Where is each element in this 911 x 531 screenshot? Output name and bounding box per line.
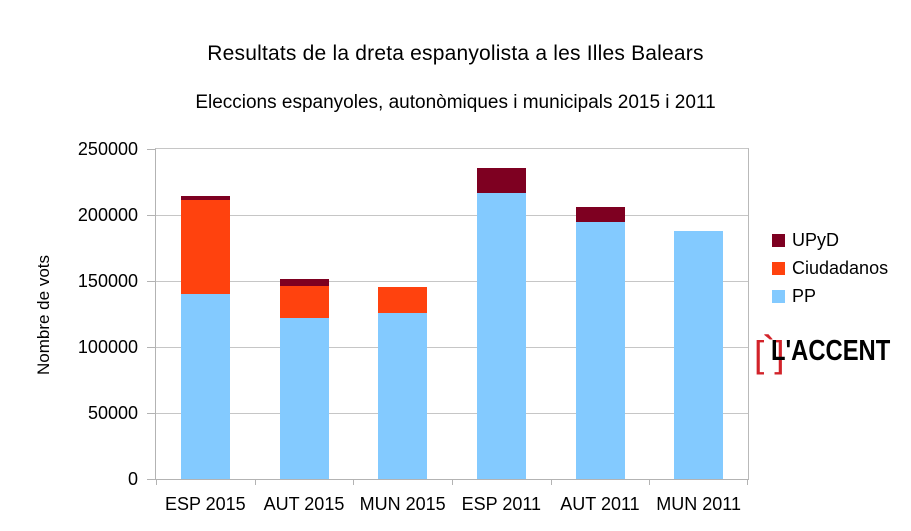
x-category-label: AUT 2015 [263, 494, 345, 514]
segment-upyd-esp-2011 [476, 168, 526, 193]
segment-ciudadanos-mun-2015 [378, 287, 428, 313]
bar-esp-2015 [180, 196, 230, 479]
y-tick-200000 [147, 215, 156, 216]
logo-bracket-left-icon: [ [754, 334, 764, 375]
legend-swatch-ciudadanos-icon [772, 261, 785, 275]
y-tick-0 [147, 479, 156, 480]
segment-pp-mun-2015 [378, 313, 428, 479]
y-tick-label-50000: 50000 [87, 403, 138, 423]
y-tick-label-200000: 200000 [77, 205, 138, 225]
y-tick-label-250000: 250000 [77, 139, 138, 159]
segment-ciudadanos-aut-2015 [279, 286, 329, 318]
x-tick-0 [156, 479, 157, 485]
bar-mun-2015 [378, 287, 428, 479]
y-tick-250000 [147, 149, 156, 150]
x-category-label: MUN 2015 [359, 494, 446, 514]
y-tick-150000 [147, 281, 156, 282]
legend-label: UPyD [792, 230, 840, 250]
legend-label: Ciudadanos [792, 258, 889, 278]
y-tick-label-150000: 150000 [77, 271, 138, 291]
x-category-label: AUT 2011 [560, 494, 640, 514]
chart-subtitle: Eleccions espanyoles, autonòmiques i mun… [195, 92, 716, 113]
plot-area: 0 50000 100000 150000 200000 250000 ESP 2015 AU… [78, 140, 749, 514]
y-tick-50000 [147, 413, 156, 414]
bar-esp-2011 [476, 168, 526, 479]
y-axis-title: Nombre de vots [34, 255, 53, 375]
gridline-100000 [156, 347, 748, 348]
chart-title: Resultats de la dreta espanyolista a les… [207, 42, 704, 65]
laccent-logo: [`]L'ACCENT [754, 331, 911, 373]
legend: UPyD Ciudadanos PP [772, 231, 888, 315]
gridline-150000 [156, 281, 748, 282]
logo-grave-accent-icon: ` [763, 329, 775, 366]
legend-label: PP [792, 286, 817, 306]
legend-item-pp: PP [772, 287, 888, 305]
y-tick-label-0: 0 [127, 469, 138, 489]
bar-mun-2011 [674, 231, 724, 479]
x-tick-3 [452, 479, 453, 485]
x-tick-5 [649, 479, 650, 485]
gridline-200000 [156, 215, 748, 216]
segment-ciudadanos-esp-2015 [180, 200, 230, 294]
x-tick-4 [551, 479, 552, 485]
segment-pp-mun-2011 [674, 231, 724, 479]
bar-aut-2015 [279, 279, 329, 479]
y-tick-label-100000: 100000 [77, 337, 138, 357]
segment-upyd-esp-2015 [180, 196, 230, 200]
legend-swatch-pp-icon [772, 289, 785, 303]
gridline-50000 [156, 413, 748, 414]
logo-text: L'ACCENT [770, 335, 890, 367]
legend-item-upyd: UPyD [772, 231, 888, 249]
x-tick-1 [255, 479, 256, 485]
x-category-label: ESP 2015 [164, 494, 246, 514]
segment-pp-aut-2015 [279, 318, 329, 479]
segment-upyd-aut-2015 [279, 279, 329, 286]
bar-aut-2011 [575, 207, 625, 479]
segment-pp-aut-2011 [575, 222, 625, 479]
x-category-label: MUN 2011 [656, 494, 741, 514]
legend-swatch-upyd-icon [772, 233, 785, 247]
segment-pp-esp-2011 [476, 193, 526, 479]
legend-item-ciudadanos: Ciudadanos [772, 259, 888, 277]
segment-pp-esp-2015 [180, 294, 230, 479]
logo-bracket-right-icon: ] [774, 334, 785, 375]
x-tick-6 [747, 479, 748, 485]
segment-upyd-aut-2011 [575, 207, 625, 222]
x-category-label: ESP 2011 [461, 494, 542, 514]
y-tick-100000 [147, 347, 156, 348]
x-tick-2 [353, 479, 354, 485]
